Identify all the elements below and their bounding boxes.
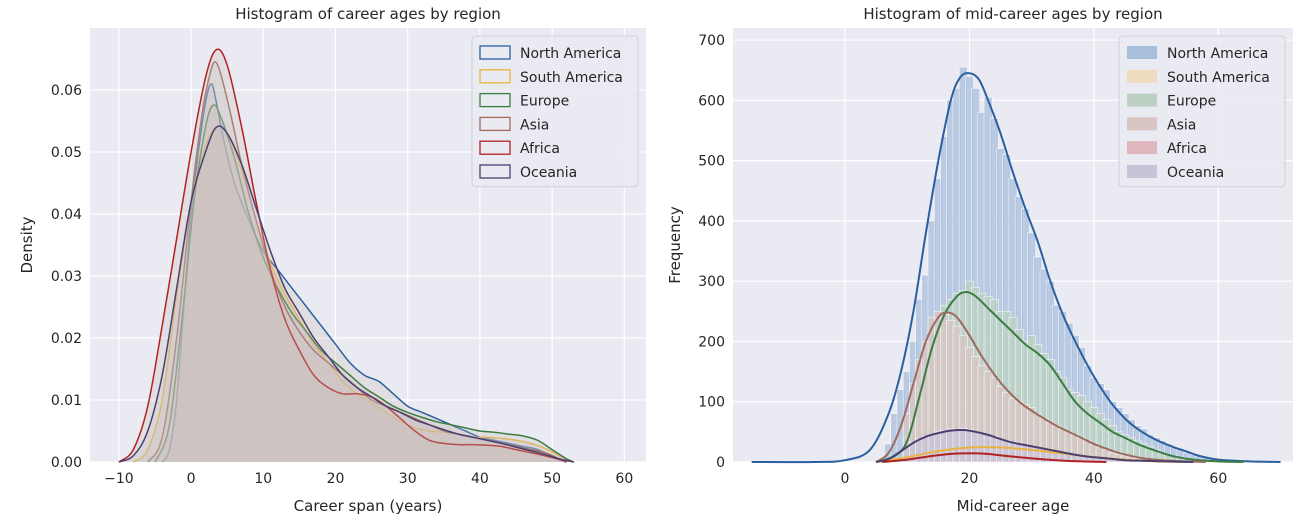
- area-asia: [147, 61, 567, 462]
- y-ticks: 0 100 200 300 400 500 600 700: [698, 33, 725, 471]
- x-tick-label: 40: [471, 471, 489, 487]
- chart-title: Histogram of career ages by region: [235, 5, 501, 23]
- legend-box: [471, 35, 639, 188]
- kde-group: [751, 72, 1281, 464]
- series-group: [118, 48, 575, 463]
- y-tick-label: 0.00: [51, 455, 82, 471]
- x-ticks: −10 0 10 20 30 40 50 60: [104, 471, 633, 487]
- kde-africa: [882, 452, 1107, 463]
- legend-label-south-america: South America: [520, 70, 623, 86]
- y-tick-label: 500: [698, 154, 725, 170]
- legend: North America South America Europe Asia Afri…: [471, 35, 639, 188]
- legend-label-africa: Africa: [1167, 141, 1207, 157]
- legend-label-asia: Asia: [520, 117, 549, 133]
- y-tick-label: 0.01: [51, 393, 82, 409]
- line-oceania: [118, 125, 574, 463]
- x-tick-label: 60: [1209, 471, 1227, 487]
- x-axis-label: Career span (years): [294, 497, 443, 515]
- area-south-america: [133, 126, 574, 463]
- y-tick-label: 100: [698, 395, 725, 411]
- chart-mid-career-age: 0 20 40 60 0 100 200 300 400 500 600 700 Histogram…: [666, 5, 1293, 515]
- kde-europe: [875, 291, 1244, 463]
- legend-swatch-europe: [479, 92, 511, 108]
- x-tick-label: 50: [543, 471, 561, 487]
- legend-label-asia: Asia: [1167, 117, 1196, 133]
- x-tick-label: 20: [961, 471, 979, 487]
- legend-swatch-asia: [479, 116, 511, 132]
- kde-asia: [875, 311, 1206, 463]
- y-tick-label: 600: [698, 93, 725, 109]
- line-europe: [154, 104, 575, 463]
- area-north-america: [162, 83, 567, 463]
- y-tick-label: 0.06: [51, 83, 82, 99]
- legend-swatch-africa: [1127, 141, 1157, 155]
- legend-box: [1118, 35, 1286, 188]
- x-tick-label: 0: [187, 471, 196, 487]
- y-tick-label: 0: [716, 455, 725, 471]
- y-axis-label: Frequency: [666, 206, 684, 284]
- kde-north-america: [751, 72, 1281, 464]
- chart-career-span: −10 0 10 20 30 40 50 60 0.000.010.020.030.040.0…: [18, 5, 646, 515]
- line-south-america: [132, 125, 575, 463]
- legend-swatch-north-america: [1127, 46, 1157, 59]
- x-tick-label: 60: [615, 471, 633, 487]
- legend-label-north-america: North America: [520, 46, 621, 62]
- y-axis-label: Density: [18, 216, 36, 273]
- legend-label-africa: Africa: [520, 141, 560, 157]
- kde-oceania: [875, 428, 1194, 463]
- legend: North America South America Europe Asia Afri…: [1118, 35, 1286, 188]
- legend-label-europe: Europe: [520, 94, 569, 110]
- legend-swatch-south-america: [1127, 69, 1157, 83]
- x-tick-label: 40: [1085, 471, 1103, 487]
- legend-label-south-america: South America: [1167, 70, 1270, 86]
- y-tick-label: 0.03: [51, 269, 82, 285]
- y-tick-label: 700: [698, 33, 725, 49]
- x-axis-label: Mid-career age: [957, 497, 1070, 515]
- area-oceania: [118, 125, 574, 462]
- legend-swatch-oceania: [1127, 165, 1157, 178]
- legend-swatch-oceania: [479, 164, 511, 179]
- y-tick-label: 300: [698, 274, 725, 290]
- legend-label-oceania: Oceania: [1167, 165, 1224, 181]
- x-ticks: 0 20 40 60: [841, 471, 1228, 487]
- x-tick-label: 10: [254, 471, 272, 487]
- x-tick-label: 20: [327, 471, 345, 487]
- legend-swatch-south-america: [479, 69, 511, 84]
- legend-swatch-asia: [1127, 117, 1157, 131]
- line-north-america: [161, 83, 567, 463]
- x-tick-label: 30: [399, 471, 417, 487]
- legend-swatch-north-america: [479, 45, 511, 60]
- y-tick-label: 400: [698, 214, 725, 230]
- legend-label-north-america: North America: [1167, 46, 1268, 62]
- area-europe: [154, 104, 574, 462]
- legend-swatch-europe: [1127, 93, 1157, 107]
- y-tick-label: 0.05: [51, 145, 82, 161]
- x-tick-label: 0: [841, 471, 850, 487]
- y-tick-label: 0.04: [51, 207, 82, 223]
- legend-label-oceania: Oceania: [520, 165, 577, 181]
- legend-swatch-africa: [479, 140, 511, 155]
- line-africa: [118, 48, 567, 463]
- x-tick-label: −10: [104, 471, 134, 487]
- chart-title: Histogram of mid-career ages by region: [863, 5, 1162, 23]
- area-africa: [118, 49, 567, 462]
- y-tick-label: 200: [698, 334, 725, 350]
- y-tick-label: 0.02: [51, 331, 82, 347]
- legend-label-europe: Europe: [1167, 94, 1216, 110]
- y-ticks: 0.00 0.01 0.02 0.03 0.04 0.05 0.06: [51, 83, 82, 471]
